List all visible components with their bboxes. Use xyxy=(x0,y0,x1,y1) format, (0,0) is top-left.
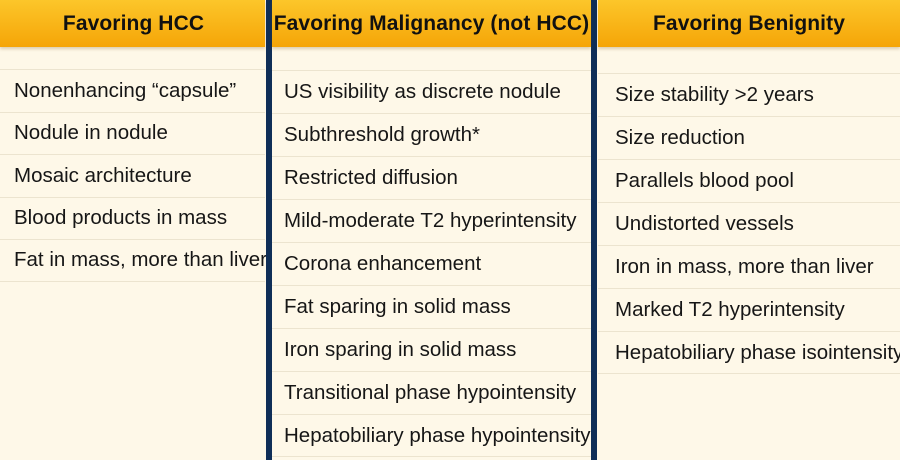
list-item: Nodule in nodule xyxy=(0,111,265,155)
list-item: Fat sparing in solid mass xyxy=(272,285,591,328)
list-item: Iron in mass, more than liver xyxy=(598,245,900,288)
list-item: Subthreshold growth* xyxy=(272,113,591,156)
column-header-favoring-benignity: Favoring Benignity xyxy=(598,0,900,47)
list-item: Nonenhancing “capsule” xyxy=(0,69,265,112)
list-item: Corona enhancement xyxy=(272,242,591,285)
feature-list-benignity: Size stability >2 years Size reduction P… xyxy=(598,73,900,374)
column-header-favoring-malignancy: Favoring Malignancy (not HCC) xyxy=(272,0,591,47)
list-item: Transitional phase hypointensity xyxy=(272,371,591,414)
list-item: Size reduction xyxy=(598,116,900,159)
column-favoring-benignity: Favoring Benignity Size stability >2 yea… xyxy=(598,0,900,460)
list-item: Parallels blood pool xyxy=(598,159,900,202)
list-item: Fat in mass, more than liver xyxy=(0,239,267,282)
list-item: Size stability >2 years xyxy=(598,73,900,116)
list-item: Hepatobiliary phase isointensity xyxy=(598,331,900,374)
list-item: Undistorted vessels xyxy=(598,202,900,245)
list-item: Iron sparing in solid mass xyxy=(272,328,591,371)
feature-list-hcc: Nonenhancing “capsule” Nodule in nodule … xyxy=(0,69,267,282)
list-item: Restricted diffusion xyxy=(272,156,591,199)
column-header-favoring-hcc: Favoring HCC xyxy=(0,0,265,47)
list-item: Marked T2 hyperintensity xyxy=(598,288,900,331)
list-item: Blood products in mass xyxy=(0,196,265,240)
list-item: US visibility as discrete nodule xyxy=(272,70,591,113)
column-favoring-malignancy: Favoring Malignancy (not HCC) US visibil… xyxy=(266,0,597,460)
list-item: Mosaic architecture xyxy=(0,154,265,197)
list-item: Mild-moderate T2 hyperintensity xyxy=(272,199,591,242)
list-item: Hepatobiliary phase hypointensity xyxy=(272,414,591,457)
column-favoring-hcc: Favoring HCC Nonenhancing “capsule” Nodu… xyxy=(0,0,267,460)
feature-list-malignancy: US visibility as discrete nodule Subthre… xyxy=(272,70,591,457)
